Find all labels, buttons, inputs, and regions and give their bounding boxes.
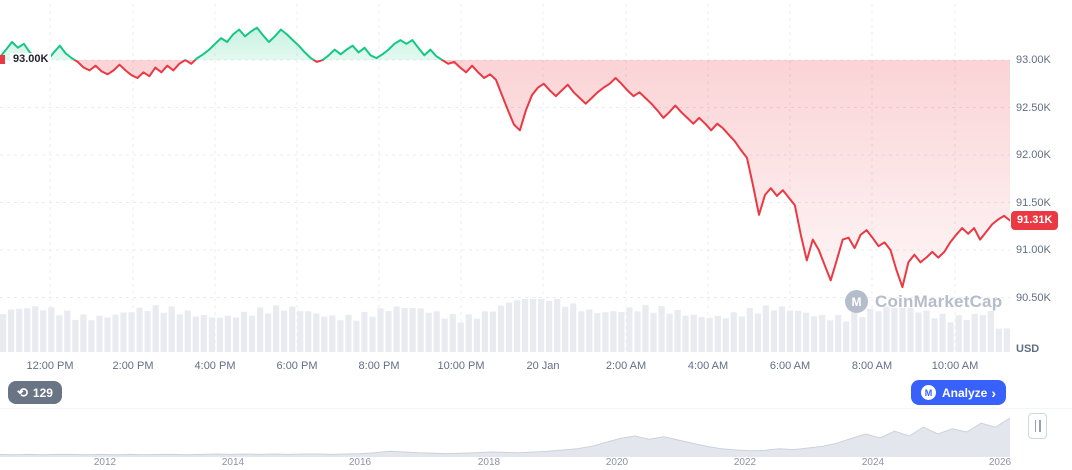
- y-axis-label: 90.50K: [1016, 291, 1051, 304]
- minimap-year-label: 2022: [733, 457, 757, 468]
- coinmarketcap-watermark: M CoinMarketCap: [845, 290, 1002, 313]
- time-axis-label: 2:00 PM: [112, 360, 154, 372]
- coinmarketcap-logo-icon: M: [920, 385, 936, 400]
- time-axis-label: 8:00 PM: [358, 360, 400, 372]
- analyze-button[interactable]: M Analyze ›: [910, 380, 1006, 405]
- y-axis-label: 92.50K: [1016, 101, 1051, 114]
- minimap-year-label: 2026: [988, 457, 1012, 468]
- time-axis-label: 6:00 PM: [276, 360, 318, 372]
- time-axis-label: 10:00 PM: [437, 360, 485, 372]
- time-axis-label: 4:00 AM: [687, 360, 729, 372]
- minimap-year-label: 2024: [861, 457, 885, 468]
- time-axis-label: 20 Jan: [526, 360, 560, 372]
- minimap-year-label: 2014: [221, 457, 245, 468]
- timeline-minimap[interactable]: 2012 2014 2016 2018 2020 2022 2024 2026: [0, 408, 1072, 470]
- baseline-price-label: 93.00K: [10, 53, 52, 65]
- watermark-text: CoinMarketCap: [875, 291, 1003, 311]
- minimap-year-label: 2012: [93, 457, 117, 468]
- chevron-right-icon: ›: [991, 384, 996, 401]
- baseline-marker: [0, 55, 5, 64]
- current-price-badge: 91.31K: [1011, 210, 1059, 230]
- minimap-year-label: 2016: [348, 457, 372, 468]
- history-count: 129: [32, 385, 53, 400]
- history-icon: ⟲: [17, 385, 28, 400]
- minimap-year-label: 2018: [477, 457, 501, 468]
- time-axis-label: 10:00 AM: [931, 360, 979, 372]
- time-axis-label: 8:00 AM: [851, 360, 893, 372]
- history-count-badge[interactable]: ⟲ 129: [8, 381, 62, 404]
- time-axis: 12:00 PM 2:00 PM 4:00 PM 6:00 PM 8:00 PM 10:0…: [0, 360, 1010, 376]
- y-axis-label: 91.50K: [1016, 196, 1051, 209]
- coinmarketcap-logo-icon: M: [845, 290, 868, 313]
- y-axis-label: 92.00K: [1016, 149, 1051, 161]
- currency-label: USD: [1016, 343, 1040, 355]
- minimap-year-label: 2020: [605, 457, 629, 468]
- minimap-year-axis: 2012 2014 2016 2018 2020 2022 2024 2026: [0, 457, 1072, 470]
- y-axis-label: 91.00K: [1016, 244, 1051, 256]
- time-axis-label: 4:00 PM: [194, 360, 236, 372]
- main-chart[interactable]: [0, 0, 1010, 355]
- minimap-chart[interactable]: [0, 411, 1011, 457]
- time-axis-label: 2:00 AM: [605, 360, 647, 372]
- y-axis: 93.00K 92.50K 92.00K 91.50K 91.00K 90.50K: [1010, 0, 1072, 355]
- time-axis-label: 12:00 PM: [26, 360, 74, 372]
- y-axis-label: 93.00K: [1016, 54, 1051, 66]
- analyze-label: Analyze: [941, 385, 988, 400]
- time-axis-label: 6:00 AM: [769, 360, 811, 372]
- minimap-drag-handle[interactable]: [1028, 413, 1047, 439]
